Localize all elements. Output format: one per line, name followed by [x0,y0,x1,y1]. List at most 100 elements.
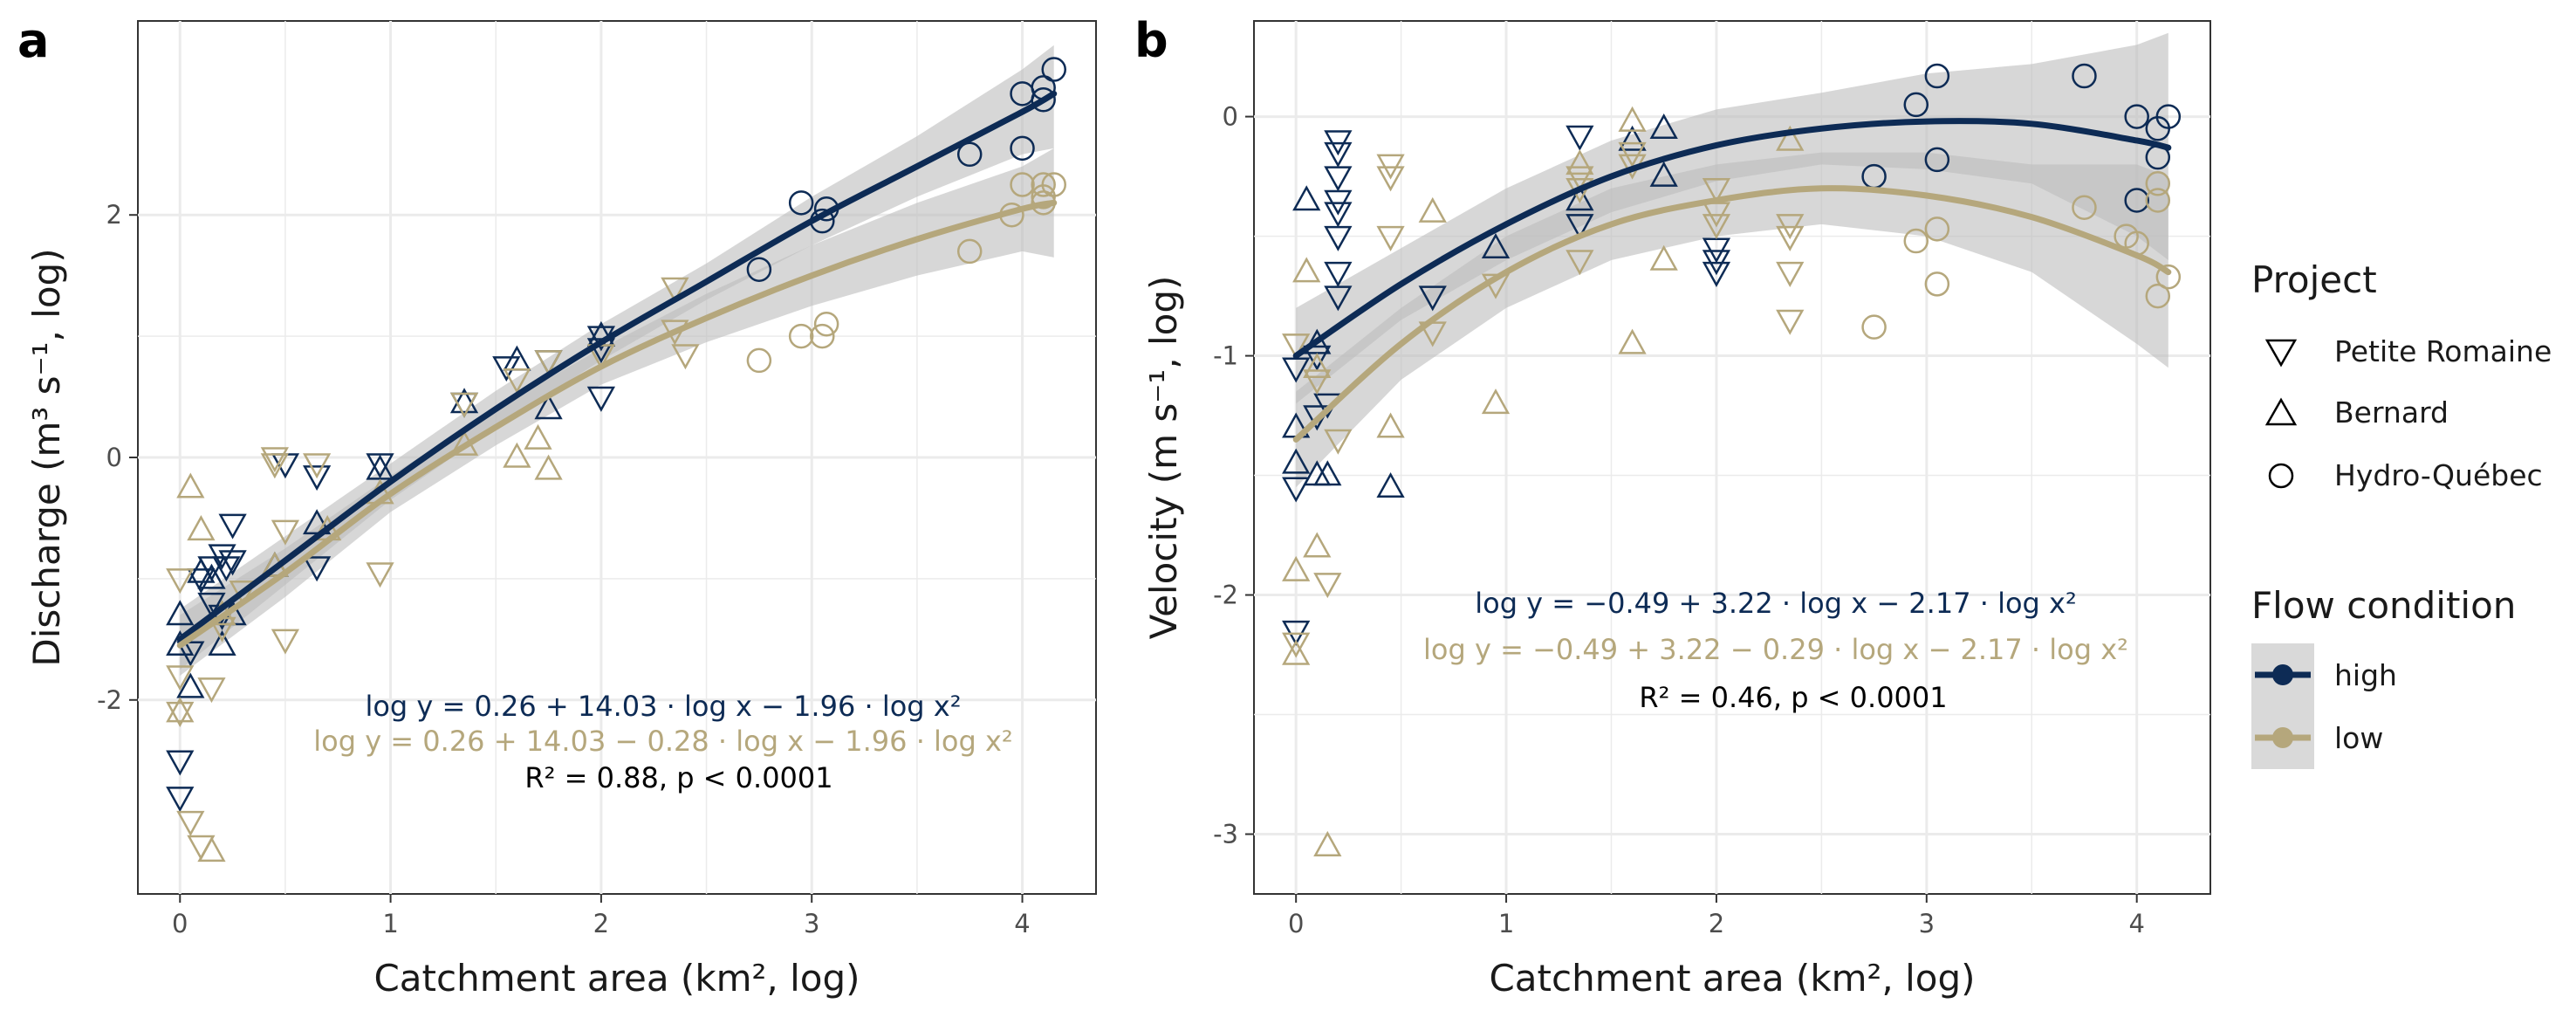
point-triangle-up-low [1282,639,1311,665]
x-tick-label: 0 [172,909,188,938]
point-triangle-down-low [1376,166,1405,192]
point-triangle-down-high [492,356,521,382]
point-circle-high [2124,188,2149,213]
panel-b: b 0 1 2 3 4 0 -1 -2 -3 log y = −0.49 + 3.22 · lo… [1134,13,2211,1000]
legend-key-high-dot [2272,664,2293,685]
point-triangle-down-low [1282,632,1311,658]
point-triangle-down-low [366,562,394,588]
point-circle-low [1924,271,1950,297]
point-triangle-up-high [166,600,195,626]
point-triangle-up-low [187,515,216,541]
point-triangle-down-low [271,629,300,655]
point-triangle-down-high [218,513,247,540]
x-tick-label: 4 [2128,909,2144,938]
point-triangle-down-high [212,556,241,582]
x-tick-label: 0 [1288,909,1304,938]
point-triangle-down-high [218,550,247,576]
point-triangle-down-high [176,641,205,667]
point-circle-low [813,311,839,337]
point-triangle-down-low [1776,225,1805,251]
panel-a-stats: R² = 0.88, p < 0.0001 [524,761,832,794]
point-triangle-down-low [449,392,479,418]
point-triangle-up-low [503,442,531,468]
point-circle-high [1010,135,1035,162]
legend-item-petite-romaine: Petite Romaine [2264,334,2552,368]
point-circle-low [810,323,835,349]
panel-b-label: b [1134,13,1168,68]
point-triangle-up-high [1618,125,1647,151]
legend-item-hydro-quebec: Hydro-Québec [2268,458,2543,492]
point-triangle-up-low [1618,328,1647,354]
x-tick-label: 1 [382,909,398,938]
point-triangle-up-low [1649,244,1678,271]
point-triangle-up-low [176,472,205,498]
point-triangle-up-high [176,672,205,698]
point-triangle-down-high [1418,285,1447,312]
y-tick-label: -2 [1213,581,1238,610]
point-circle-low [1861,314,1887,340]
panel-a-ylabel: Discharge (m³ s⁻¹, log) [25,248,68,666]
point-triangle-up-high [1313,460,1342,486]
point-triangle-down-high [1282,477,1311,503]
x-tick-label: 3 [1919,909,1935,938]
point-triangle-up-low [1282,555,1311,581]
point-triangle-down-low [1702,214,1731,240]
point-triangle-down-low [1303,369,1332,395]
point-triangle-down-high [366,453,394,479]
point-triangle-down-high [1324,261,1353,287]
point-triangle-down-low [1282,333,1311,360]
point-triangle-down-high [302,556,332,582]
point-circle-low [1031,172,1056,197]
legend-item-high: high [2251,643,2397,706]
point-triangle-up-high [1481,233,1511,259]
point-circle-high [1031,87,1056,113]
circle-icon [2268,463,2294,489]
panel-a-label: a [17,13,49,68]
point-triangle-up-low [1292,257,1321,283]
panel-b-ylabel: Velocity (m s⁻¹, log) [1142,276,1185,640]
point-triangle-down-high [1565,125,1594,151]
point-triangle-up-high [1565,185,1594,211]
legend-item-low: low [2251,706,2383,769]
legend-project-title: Project [2251,258,2377,301]
point-circle-low [1041,172,1066,197]
x-tick-label: 4 [1014,909,1030,938]
legend-label-bernard: Bernard [2334,395,2449,430]
panel-a-xlabel: Catchment area (km², log) [373,957,860,1000]
point-triangle-down-low [260,447,289,473]
point-triangle-down-high [1702,261,1731,287]
point-triangle-up-low [1376,412,1405,438]
point-triangle-down-low [1776,309,1805,335]
panel-b-xlabel: Catchment area (km², log) [1489,957,1975,1000]
x-tick-label: 3 [804,909,819,938]
panel-b-ticks: 0 1 2 3 4 0 -1 -2 -3 [1213,102,2145,938]
confidence-band-low [1296,152,2168,488]
panel-b-fit-lines [1292,118,2172,443]
point-circle-low [2072,195,2097,220]
legend-label-low: low [2334,721,2383,755]
point-triangle-up-high [1282,448,1311,474]
point-triangle-down-high [1324,166,1353,192]
point-triangle-down-high [187,568,216,595]
point-triangle-up-high [1376,471,1405,498]
point-triangle-up-low [197,836,226,863]
point-triangle-up-high [187,557,216,583]
y-tick-label: 2 [106,200,122,230]
point-triangle-down-high [586,386,616,412]
point-circle-high [1924,63,1950,89]
point-triangle-down-low [1776,261,1805,287]
point-triangle-down-high [1565,214,1594,240]
legend-key-low-dot [2272,727,2293,748]
y-tick-label: 0 [1223,102,1238,132]
point-triangle-down-low [166,665,195,691]
point-triangle-down-low [1376,225,1405,251]
point-circle-high [2124,104,2149,129]
panel-b-confidence-bands [1296,32,2168,488]
point-circle-low [1903,228,1929,254]
point-triangle-down-low [671,344,700,370]
point-triangle-down-low [1324,429,1353,455]
point-circle-high [1041,57,1066,82]
panel-b-points [1282,63,2182,856]
point-triangle-down-high [1324,202,1353,228]
